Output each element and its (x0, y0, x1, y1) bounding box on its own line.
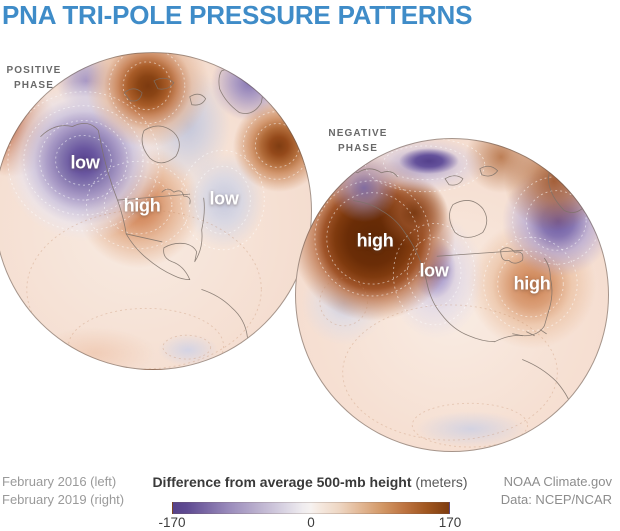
negative-phase-line1: NEGATIVE (328, 128, 388, 139)
colorbar-title-unit: (meters) (415, 474, 468, 490)
credits-data: Data: NCEP/NCAR (500, 491, 612, 507)
contours-coastlines-negative (314, 139, 601, 450)
globe-positive-phase: low high low (0, 52, 312, 370)
pressure-marker-low: low (209, 188, 239, 209)
positive-phase-line1: POSITIVE (6, 65, 62, 76)
date-caption-line1: February 2016 (left) (2, 474, 117, 489)
pressure-marker-low: low (70, 152, 100, 173)
positive-phase-label: POSITIVE PHASE (0, 63, 70, 93)
credits-source: NOAA Climate.gov (503, 474, 612, 489)
colorbar-tick-min: -170 (158, 515, 186, 530)
pressure-marker-low: low (419, 260, 449, 281)
pressure-marker-high: high (513, 273, 551, 294)
colorbar-gradient (172, 502, 450, 514)
negative-phase-line2: PHASE (338, 143, 378, 154)
colorbar-title: Difference from average 500-mb height (m… (145, 474, 475, 490)
negative-phase-label: NEGATIVE PHASE (310, 126, 406, 156)
coastlines-positive (40, 67, 263, 369)
positive-phase-line2: PHASE (14, 80, 54, 91)
globe-negative-phase: high low high (295, 138, 609, 452)
pressure-marker-high: high (123, 195, 161, 216)
contours-coastlines-positive (7, 53, 311, 369)
colorbar-title-text: Difference from average 500-mb height (152, 474, 412, 490)
colorbar-tick-zero: 0 (307, 515, 315, 530)
credits: NOAA Climate.gov Data: NCEP/NCAR (501, 473, 612, 508)
page-title: PNA TRI-POLE PRESSURE PATTERNS (2, 0, 473, 30)
colorbar-tick-max: 170 (438, 515, 462, 530)
pressure-marker-high: high (356, 230, 394, 251)
coastlines-negative (331, 164, 589, 450)
date-caption: February 2016 (left) February 2019 (righ… (2, 473, 124, 508)
date-caption-line2: February 2019 (right) (2, 491, 125, 507)
